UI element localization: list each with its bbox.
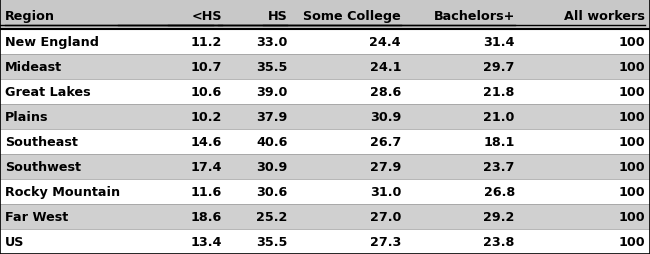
Text: 35.5: 35.5 xyxy=(256,61,287,74)
Text: Southeast: Southeast xyxy=(5,136,78,148)
Text: 10.2: 10.2 xyxy=(191,111,222,123)
Text: 18.6: 18.6 xyxy=(191,210,222,223)
Text: 100: 100 xyxy=(618,86,645,99)
Text: 23.8: 23.8 xyxy=(484,235,515,248)
Text: 30.9: 30.9 xyxy=(370,111,401,123)
Text: 28.6: 28.6 xyxy=(370,86,401,99)
Text: Bachelors+: Bachelors+ xyxy=(434,10,515,23)
Text: 100: 100 xyxy=(618,36,645,49)
Text: 30.6: 30.6 xyxy=(256,185,287,198)
Bar xyxy=(0,30,650,55)
Text: Region: Region xyxy=(5,10,55,23)
Text: 40.6: 40.6 xyxy=(256,136,287,148)
Text: 33.0: 33.0 xyxy=(256,36,287,49)
Bar xyxy=(0,105,650,130)
Text: US: US xyxy=(5,235,25,248)
Bar xyxy=(0,130,650,154)
Text: 27.9: 27.9 xyxy=(370,161,401,173)
Text: 26.7: 26.7 xyxy=(370,136,401,148)
Text: Great Lakes: Great Lakes xyxy=(5,86,91,99)
Text: 14.6: 14.6 xyxy=(191,136,222,148)
Bar xyxy=(0,0,650,30)
Text: 17.4: 17.4 xyxy=(191,161,222,173)
Bar xyxy=(0,55,650,80)
Text: 31.4: 31.4 xyxy=(484,36,515,49)
Text: All workers: All workers xyxy=(564,10,645,23)
Text: 35.5: 35.5 xyxy=(256,235,287,248)
Text: 100: 100 xyxy=(618,235,645,248)
Bar xyxy=(0,154,650,179)
Text: 24.1: 24.1 xyxy=(370,61,401,74)
Text: 23.7: 23.7 xyxy=(484,161,515,173)
Text: 39.0: 39.0 xyxy=(256,86,287,99)
Text: 100: 100 xyxy=(618,61,645,74)
Bar xyxy=(0,204,650,229)
Text: 31.0: 31.0 xyxy=(370,185,401,198)
Text: Rocky Mountain: Rocky Mountain xyxy=(5,185,120,198)
Text: New England: New England xyxy=(5,36,99,49)
Text: 29.2: 29.2 xyxy=(484,210,515,223)
Text: 10.7: 10.7 xyxy=(191,61,222,74)
Text: 100: 100 xyxy=(618,210,645,223)
Text: Mideast: Mideast xyxy=(5,61,62,74)
Text: 13.4: 13.4 xyxy=(191,235,222,248)
Text: 21.8: 21.8 xyxy=(484,86,515,99)
Text: 11.6: 11.6 xyxy=(191,185,222,198)
Text: 100: 100 xyxy=(618,185,645,198)
Text: 27.0: 27.0 xyxy=(370,210,401,223)
Text: 25.2: 25.2 xyxy=(256,210,287,223)
Text: 18.1: 18.1 xyxy=(484,136,515,148)
Text: 10.6: 10.6 xyxy=(191,86,222,99)
Text: Some College: Some College xyxy=(304,10,401,23)
Text: 21.0: 21.0 xyxy=(484,111,515,123)
Text: Plains: Plains xyxy=(5,111,49,123)
Bar xyxy=(0,229,650,254)
Text: 100: 100 xyxy=(618,161,645,173)
Text: 24.4: 24.4 xyxy=(369,36,401,49)
Text: Far West: Far West xyxy=(5,210,68,223)
Text: 29.7: 29.7 xyxy=(484,61,515,74)
Text: HS: HS xyxy=(268,10,287,23)
Text: 26.8: 26.8 xyxy=(484,185,515,198)
Text: 100: 100 xyxy=(618,136,645,148)
Bar xyxy=(0,179,650,204)
Text: 100: 100 xyxy=(618,111,645,123)
Text: 37.9: 37.9 xyxy=(256,111,287,123)
Text: 30.9: 30.9 xyxy=(256,161,287,173)
Bar xyxy=(0,80,650,105)
Text: 27.3: 27.3 xyxy=(370,235,401,248)
Text: <HS: <HS xyxy=(192,10,222,23)
Text: 11.2: 11.2 xyxy=(191,36,222,49)
Text: Southwest: Southwest xyxy=(5,161,81,173)
